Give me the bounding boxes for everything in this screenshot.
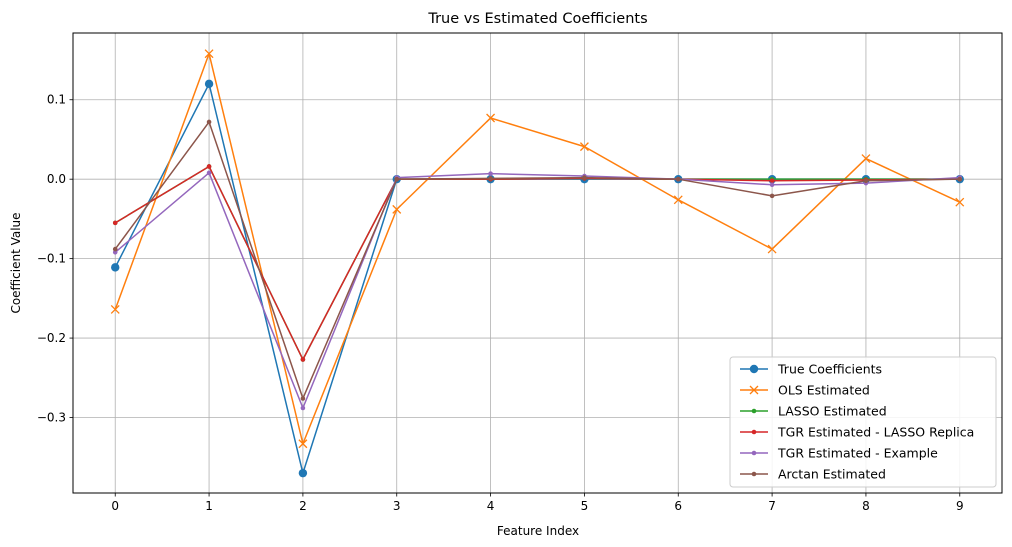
x-tick-label: 0	[111, 499, 119, 513]
x-tick-label: 1	[205, 499, 213, 513]
legend-entry: OLS Estimated	[740, 383, 870, 398]
legend-entry: True Coefficients	[740, 362, 882, 377]
data-point	[300, 396, 306, 401]
legend-swatch-marker	[751, 408, 757, 414]
data-point	[673, 195, 683, 205]
data-point	[486, 113, 496, 123]
x-tick-label: 2	[299, 499, 307, 513]
data-point	[206, 164, 212, 169]
y-axis-ticks: 0.1 0.0 −0.1 −0.2 −0.3	[37, 93, 73, 425]
data-point	[111, 263, 120, 272]
data-point	[298, 439, 308, 449]
data-point	[957, 176, 963, 182]
data-point	[300, 357, 306, 362]
legend-label: Arctan Estimated	[778, 467, 886, 482]
x-tick-label: 5	[581, 499, 589, 513]
x-tick-label: 4	[487, 499, 495, 513]
legend-label: TGR Estimated - Example	[777, 446, 938, 461]
y-tick-label: 0.1	[47, 93, 66, 107]
x-tick-label: 9	[956, 499, 964, 513]
data-point	[112, 249, 118, 255]
series-line	[114, 165, 960, 361]
x-axis-ticks: 0 1 2 3 4 5 6 7 8 9	[111, 493, 964, 513]
data-point	[392, 204, 402, 214]
legend-entry: Arctan Estimated	[740, 467, 886, 482]
series-line	[114, 52, 961, 445]
data-point	[767, 244, 777, 254]
legend-box	[729, 356, 997, 488]
plot-frame	[72, 32, 1003, 494]
data-point	[769, 182, 775, 188]
legend-entry: LASSO Estimated	[740, 404, 887, 419]
legend-swatch-marker	[751, 471, 757, 477]
y-axis-label: Coefficient Value	[9, 212, 23, 313]
series-2	[110, 49, 965, 449]
data-point	[675, 176, 681, 182]
legend-label: OLS Estimated	[778, 383, 870, 398]
legend-label: True Coefficients	[777, 362, 882, 377]
series-group	[110, 49, 965, 478]
series-4	[112, 164, 963, 362]
y-tick-label: −0.1	[37, 252, 66, 266]
legend-swatch-marker	[751, 429, 757, 435]
legend-entry: TGR Estimated - Example	[740, 446, 938, 461]
legend-swatch-marker	[749, 385, 759, 395]
x-tick-label: 7	[768, 499, 776, 513]
data-point	[206, 119, 212, 125]
series-line	[114, 172, 960, 409]
legend: True Coefficients OLS Estimated LASSO Esti…	[729, 356, 997, 488]
data-point	[206, 170, 212, 176]
data-point	[488, 176, 493, 181]
series-3	[112, 164, 963, 362]
data-point	[204, 79, 214, 89]
data-point	[955, 197, 965, 207]
data-point	[394, 176, 400, 182]
data-point	[298, 468, 308, 478]
x-tick-label: 8	[862, 499, 870, 513]
legend-swatch-marker	[749, 364, 759, 374]
y-tick-label: −0.2	[37, 331, 66, 345]
data-point	[204, 49, 214, 59]
x-axis-label: Feature Index	[497, 524, 579, 538]
data-point	[488, 171, 493, 176]
data-point	[861, 154, 871, 163]
data-point	[582, 175, 587, 180]
data-point	[110, 305, 120, 314]
data-point	[579, 142, 589, 152]
data-point	[863, 178, 869, 184]
data-point	[769, 193, 775, 199]
data-point	[769, 178, 775, 184]
y-tick-label: −0.3	[37, 411, 66, 425]
x-tick-label: 6	[674, 499, 682, 513]
x-tick-label: 3	[393, 499, 401, 513]
data-point	[112, 246, 118, 252]
series-line	[114, 165, 960, 361]
legend-entry: TGR Estimated - LASSO Replica	[740, 425, 974, 440]
legend-swatch-marker	[751, 450, 757, 456]
series-6	[112, 119, 963, 401]
chart-title: True vs Estimated Coefficients	[427, 11, 647, 27]
data-point	[300, 405, 306, 411]
y-tick-label: 0.0	[47, 172, 66, 186]
legend-label: TGR Estimated - LASSO Replica	[777, 425, 974, 440]
series-line	[114, 121, 960, 400]
legend-label: LASSO Estimated	[778, 404, 887, 419]
data-point	[112, 220, 118, 226]
